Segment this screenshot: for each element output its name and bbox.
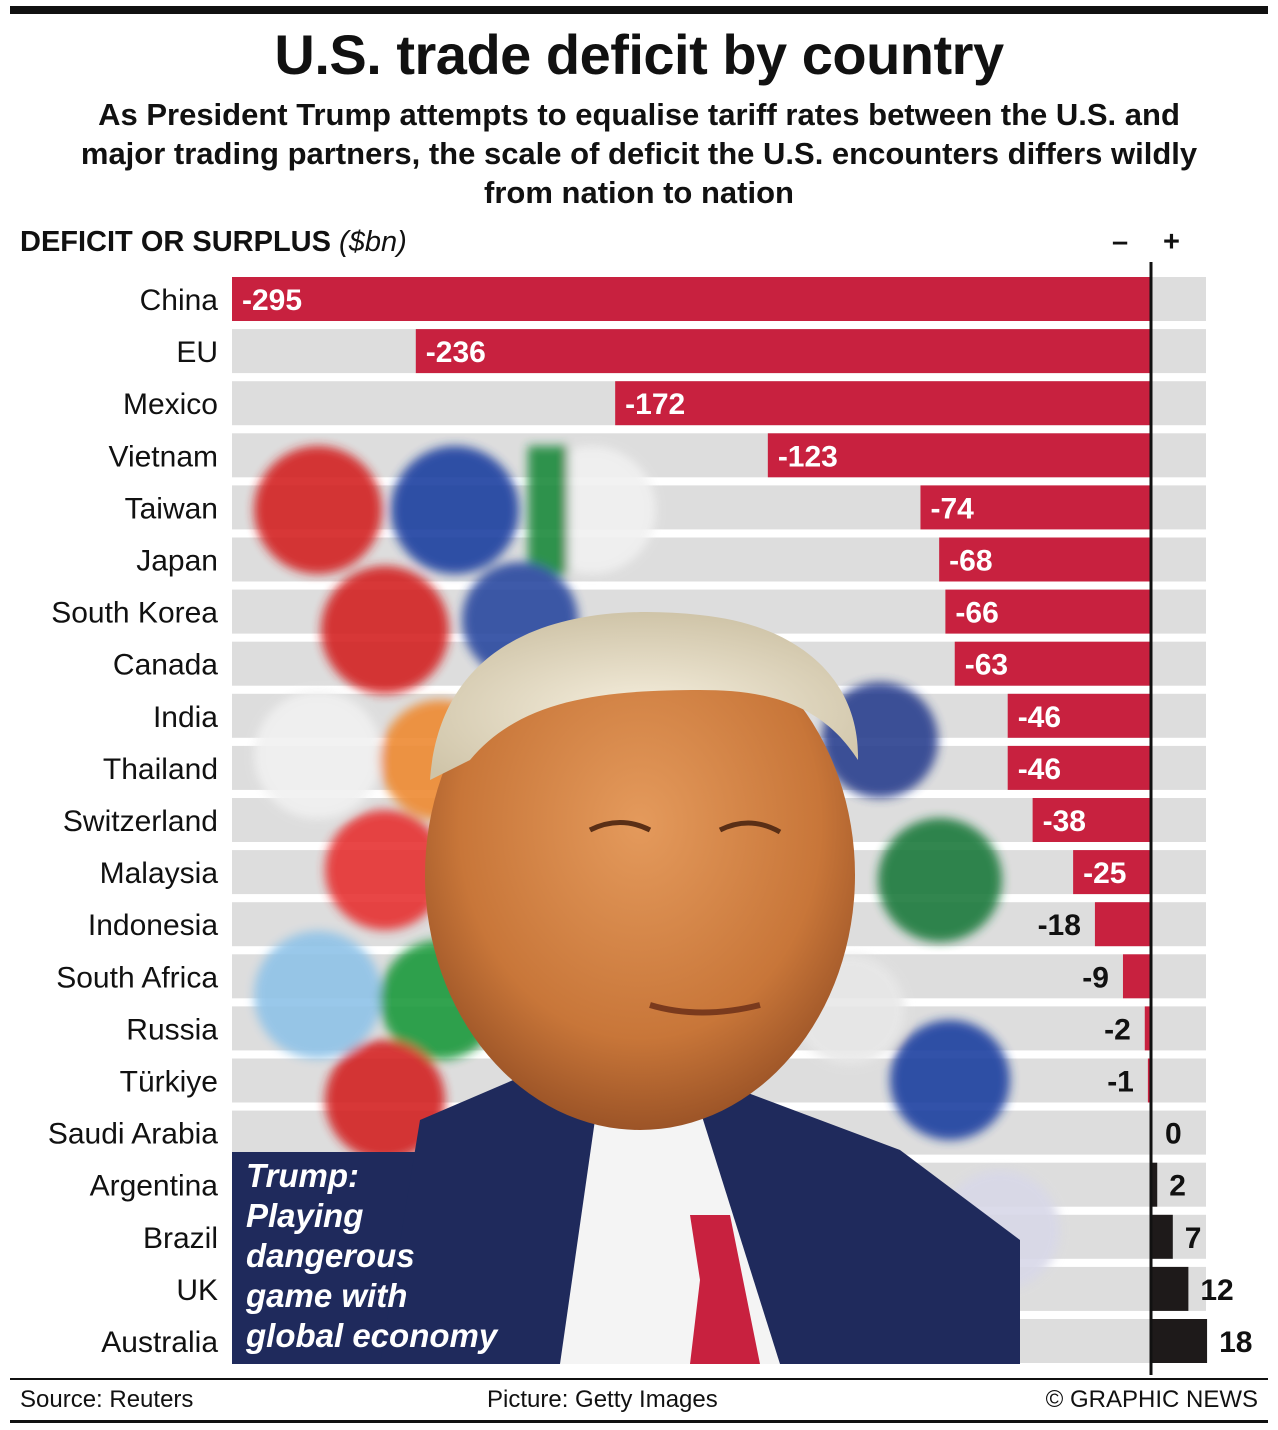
bars	[232, 277, 1208, 1363]
value-label: -74	[930, 492, 974, 525]
source-credit: Source: Reuters	[20, 1386, 194, 1413]
category-label: UK	[176, 1274, 218, 1307]
value-label: 7	[1185, 1222, 1202, 1255]
category-label: Australia	[101, 1326, 218, 1359]
category-label: Argentina	[90, 1170, 219, 1203]
caption-line: game with	[246, 1277, 408, 1314]
category-label: India	[153, 701, 218, 734]
trump-photo	[232, 446, 1060, 1364]
axis-unit: ($bn)	[339, 226, 407, 258]
bar-canada	[954, 641, 1151, 686]
value-labels: -295-236-172-123-74-68-66-63-46-46-38-25…	[242, 284, 1252, 1359]
bar-india	[1007, 693, 1151, 738]
value-label: 0	[1165, 1118, 1182, 1151]
chart-subtitle: As President Trump attempts to equalise …	[80, 97, 1198, 210]
bar-brazil	[1151, 1214, 1173, 1259]
value-label: -123	[778, 440, 838, 473]
category-label: EU	[176, 336, 218, 369]
bar-japan	[939, 537, 1151, 582]
value-label: -46	[1018, 753, 1061, 786]
category-label: Taiwan	[125, 492, 218, 525]
axis-label: DEFICIT OR SURPLUS ($bn)	[20, 226, 407, 259]
top-rule	[10, 6, 1268, 14]
value-label: -66	[955, 597, 998, 630]
category-label: Mexico	[123, 388, 218, 421]
category-label: South Korea	[51, 597, 218, 630]
value-label: -1	[1107, 1066, 1134, 1099]
axis-label-text: DEFICIT OR SURPLUS	[20, 226, 331, 258]
chart-title: U.S. trade deficit by country	[274, 23, 1004, 86]
category-label: China	[140, 284, 219, 317]
bar-south-africa	[1122, 954, 1151, 999]
tie	[690, 1215, 760, 1364]
category-label: Canada	[113, 649, 218, 682]
hair	[430, 612, 859, 780]
caption-line: Trump:	[246, 1157, 360, 1194]
plus-sign: +	[1163, 226, 1180, 258]
category-label: Japan	[136, 545, 218, 578]
category-label: Thailand	[103, 753, 218, 786]
bar-eu	[415, 329, 1151, 374]
category-label: Malaysia	[100, 857, 219, 890]
bottom-rule	[10, 1420, 1268, 1423]
bar-argentina	[1151, 1162, 1158, 1207]
category-label: Russia	[126, 1013, 218, 1046]
photo-caption: Trump: Playing dangerous game with globa…	[246, 1156, 497, 1356]
bar-indonesia	[1094, 902, 1151, 947]
bar-switzerland	[1032, 798, 1151, 842]
bar-türkiye	[1147, 1058, 1151, 1103]
value-label: 12	[1200, 1274, 1233, 1307]
minus-sign: –	[1112, 226, 1129, 258]
category-label: Brazil	[143, 1222, 218, 1255]
value-label: -2	[1104, 1013, 1131, 1046]
bar-china	[232, 277, 1151, 321]
value-label: -25	[1083, 857, 1126, 890]
copyright: © GRAPHIC NEWS	[1045, 1386, 1258, 1413]
value-label: 2	[1169, 1170, 1186, 1203]
value-label: 18	[1219, 1326, 1252, 1359]
bar-south-korea	[945, 589, 1151, 634]
category-label: Switzerland	[63, 805, 218, 838]
caption-line: global economy	[246, 1317, 498, 1354]
category-labels: China EU Mexico Vietnam Taiwan Japan South Kor…	[48, 284, 218, 1359]
bar-thailand	[1007, 745, 1151, 790]
bar-vietnam	[767, 433, 1151, 478]
bar-russia	[1144, 1006, 1151, 1051]
bar-mexico	[615, 381, 1151, 426]
bar-uk	[1151, 1266, 1189, 1311]
category-label: Vietnam	[108, 440, 218, 473]
bar-malaysia	[1073, 850, 1151, 895]
picture-credit: Picture: Getty Images	[487, 1386, 718, 1413]
face	[425, 620, 855, 1130]
value-label: -38	[1043, 805, 1086, 838]
value-label: -236	[426, 336, 486, 369]
value-label: -295	[242, 284, 302, 317]
value-label: -68	[949, 545, 992, 578]
category-label: Saudi Arabia	[48, 1118, 218, 1151]
value-label: -9	[1082, 961, 1109, 994]
value-label: -46	[1018, 701, 1061, 734]
value-label: -18	[1038, 909, 1081, 942]
bar-taiwan	[920, 485, 1151, 530]
bar-australia	[1151, 1319, 1208, 1363]
value-label: -172	[625, 388, 685, 421]
footer-rule	[10, 1378, 1268, 1380]
value-label: -63	[965, 649, 1008, 682]
blurred-flags	[254, 446, 1060, 1290]
category-label: Türkiye	[120, 1066, 218, 1099]
caption-line: Playing	[246, 1197, 364, 1234]
category-label: South Africa	[56, 961, 218, 994]
caption-line: dangerous	[246, 1237, 415, 1274]
category-label: Indonesia	[88, 909, 218, 942]
